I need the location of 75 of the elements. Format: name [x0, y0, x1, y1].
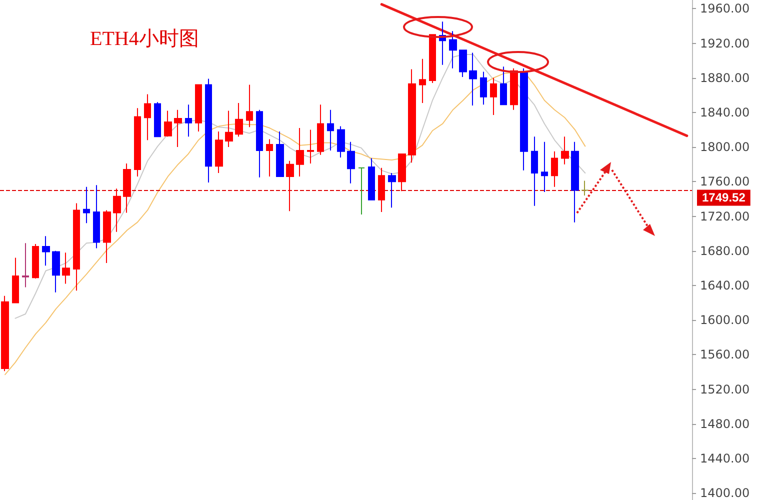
candlestick — [246, 84, 253, 128]
candlestick — [205, 78, 212, 184]
candlestick — [123, 162, 131, 214]
candlestick — [22, 242, 29, 288]
candlestick — [490, 77, 497, 116]
candlestick — [215, 130, 223, 174]
y-tick-label: 1560.00 — [700, 348, 750, 362]
candlestick — [358, 167, 365, 216]
candlestick — [235, 102, 243, 138]
y-tick-label: 1960.00 — [700, 2, 750, 16]
y-tick-label: 1680.00 — [700, 244, 750, 258]
candlestick — [256, 109, 263, 178]
y-tick-label: 1840.00 — [700, 105, 750, 120]
candlestick — [531, 136, 538, 206]
candlestick — [378, 167, 385, 212]
y-tick-label: 1440.00 — [700, 451, 750, 466]
y-tick-label: 1520.00 — [700, 382, 750, 396]
candlestick — [571, 141, 579, 223]
candlestick — [541, 141, 548, 193]
candlestick — [113, 188, 121, 232]
candlestick — [500, 66, 507, 106]
candlestick — [42, 236, 50, 266]
candlestick — [551, 150, 558, 188]
candlestick — [398, 153, 406, 192]
candlestick — [195, 84, 202, 132]
candlestick — [12, 257, 19, 304]
candlestick — [419, 58, 426, 104]
candlestick — [317, 104, 324, 156]
candlestick — [286, 160, 294, 212]
y-tick-label: 1600.00 — [700, 313, 750, 328]
candlestick — [337, 126, 345, 158]
candlestick — [225, 110, 233, 148]
candlestick — [174, 109, 182, 148]
candlestick — [429, 34, 436, 84]
ref-line-label: 1749.52 — [702, 190, 746, 205]
candlestick — [459, 50, 467, 78]
candlestick — [276, 130, 284, 177]
candlestick — [93, 184, 100, 249]
y-tick-label: 1400.00 — [700, 486, 750, 500]
candlestick — [164, 110, 172, 138]
candlestick — [469, 52, 477, 106]
y-tick-label: 1720.00 — [700, 209, 750, 224]
candlestick — [480, 71, 487, 106]
candlestick — [296, 128, 304, 177]
candlestick — [266, 138, 273, 177]
candlestick — [185, 104, 192, 138]
candlestick — [1, 295, 9, 372]
candlestick — [449, 30, 457, 69]
candlestick — [307, 129, 314, 164]
candlestick — [103, 210, 111, 264]
candlestick — [388, 172, 396, 208]
candlestick — [347, 141, 355, 184]
y-tick-label: 1760.00 — [700, 174, 750, 189]
candlestick — [144, 94, 151, 141]
candlestick — [73, 202, 80, 292]
candlestick — [154, 102, 161, 138]
candlestick — [62, 252, 70, 284]
candlestick — [581, 180, 589, 196]
candlestick — [561, 136, 569, 165]
y-tick-label: 1800.00 — [700, 140, 750, 154]
candlestick — [520, 68, 528, 171]
candlestick — [408, 68, 416, 164]
candlestick — [327, 109, 334, 152]
y-tick-label: 1640.00 — [700, 278, 750, 292]
y-tick-label: 1480.00 — [700, 416, 750, 431]
candlestick — [134, 108, 141, 177]
text: ETH4小时图 — [90, 28, 199, 50]
candlestick — [52, 250, 60, 293]
candlestick — [368, 158, 375, 200]
candlestick — [510, 68, 518, 110]
y-tick-label: 1880.00 — [700, 70, 750, 85]
y-tick-label: 1920.00 — [700, 36, 750, 50]
line-series — [4, 71, 586, 376]
candlestick — [32, 243, 39, 280]
candlestick — [83, 186, 90, 224]
